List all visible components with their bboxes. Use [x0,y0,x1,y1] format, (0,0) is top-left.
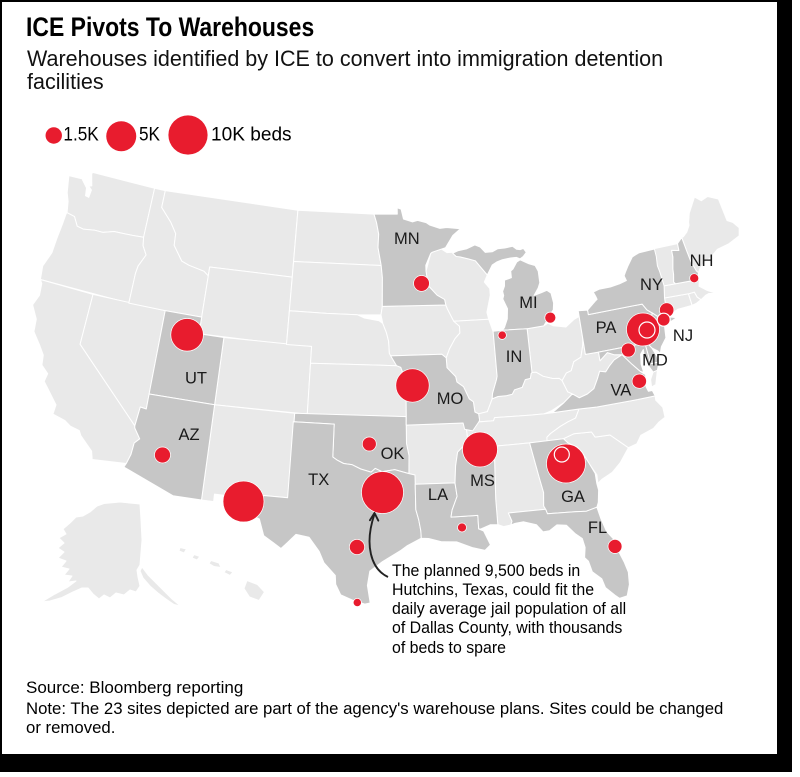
svg-text:NY: NY [640,276,663,294]
svg-text:AZ: AZ [178,426,199,444]
svg-text:MN: MN [394,230,420,248]
svg-text:NJ: NJ [673,327,693,345]
svg-text:GA: GA [561,488,585,506]
svg-text:PA: PA [596,319,617,337]
svg-text:IN: IN [506,348,523,366]
svg-text:TX: TX [308,471,329,489]
svg-text:MI: MI [519,294,537,312]
svg-text:MS: MS [470,472,495,490]
svg-text:10K beds: 10K beds [211,123,292,145]
svg-text:UT: UT [185,370,207,388]
svg-text:MD: MD [642,352,668,370]
svg-text:1.5K: 1.5K [63,123,98,145]
svg-text:VA: VA [611,382,632,400]
svg-text:5K: 5K [139,123,160,145]
svg-text:OK: OK [381,445,405,463]
svg-text:MO: MO [437,390,464,408]
svg-text:NH: NH [690,252,714,270]
svg-text:FL: FL [588,519,607,537]
svg-text:LA: LA [428,486,448,504]
